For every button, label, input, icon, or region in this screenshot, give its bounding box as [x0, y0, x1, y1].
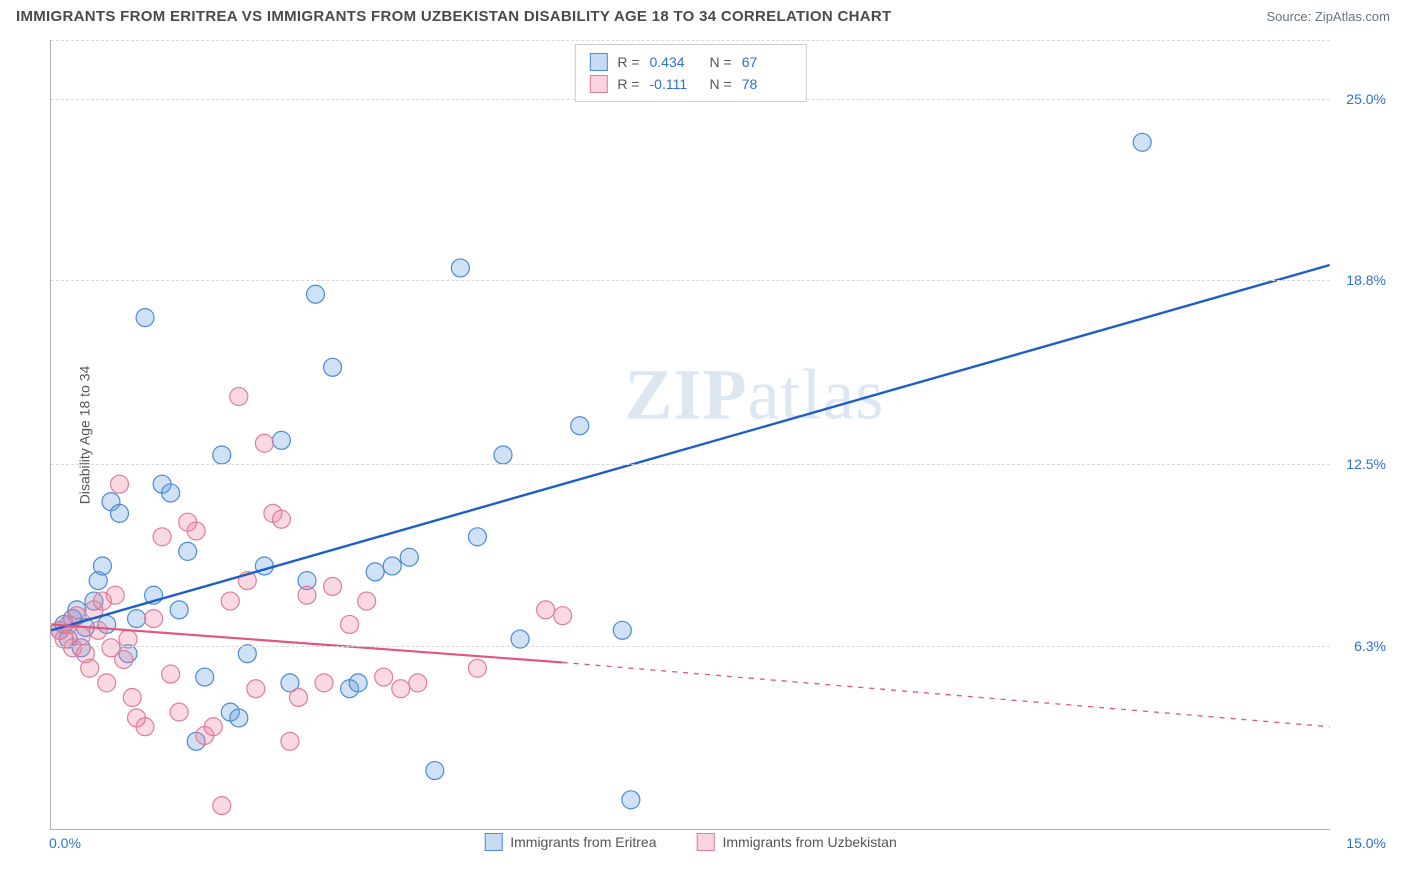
n-value-eritrea: 67	[742, 54, 792, 70]
n-value-uzbekistan: 78	[742, 76, 792, 92]
r-label: R =	[617, 76, 639, 92]
legend-item-uzbekistan: Immigrants from Uzbekistan	[696, 833, 896, 851]
data-point-uzbekistan	[187, 522, 205, 540]
y-tick-label: 18.8%	[1346, 272, 1386, 288]
data-point-uzbekistan	[72, 627, 90, 645]
data-point-eritrea	[307, 285, 325, 303]
data-point-eritrea	[162, 484, 180, 502]
data-point-uzbekistan	[315, 674, 333, 692]
data-point-uzbekistan	[255, 434, 273, 452]
data-point-uzbekistan	[153, 528, 171, 546]
data-point-eritrea	[494, 446, 512, 464]
data-point-uzbekistan	[123, 689, 141, 707]
data-point-uzbekistan	[230, 388, 248, 406]
n-label: N =	[710, 76, 732, 92]
r-value-uzbekistan: -0.111	[650, 76, 700, 92]
data-point-uzbekistan	[281, 732, 299, 750]
data-point-eritrea	[468, 528, 486, 546]
data-point-eritrea	[366, 563, 384, 581]
data-point-uzbekistan	[324, 577, 342, 595]
grid-line	[51, 464, 1330, 465]
trend-line-dashed-uzbekistan	[563, 662, 1330, 726]
data-point-uzbekistan	[554, 607, 572, 625]
data-point-uzbekistan	[341, 615, 359, 633]
data-point-uzbekistan	[537, 601, 555, 619]
data-point-eritrea	[324, 358, 342, 376]
data-point-uzbekistan	[81, 659, 99, 677]
legend-row-uzbekistan: R = -0.111 N = 78	[589, 73, 791, 95]
grid-line	[51, 646, 1330, 647]
legend-item-eritrea: Immigrants from Eritrea	[484, 833, 656, 851]
data-point-eritrea	[238, 645, 256, 663]
plot-area: Disability Age 18 to 34 ZIPatlas R = 0.4…	[50, 40, 1330, 830]
swatch-pink-icon	[589, 75, 607, 93]
data-point-eritrea	[451, 259, 469, 277]
data-point-eritrea	[196, 668, 214, 686]
data-point-uzbekistan	[272, 510, 290, 528]
data-point-uzbekistan	[136, 718, 154, 736]
data-point-uzbekistan	[298, 586, 316, 604]
data-point-uzbekistan	[247, 680, 265, 698]
x-tick-left: 0.0%	[49, 835, 81, 851]
data-point-eritrea	[230, 709, 248, 727]
data-point-uzbekistan	[358, 592, 376, 610]
legend-row-eritrea: R = 0.434 N = 67	[589, 51, 791, 73]
data-point-eritrea	[111, 504, 129, 522]
y-tick-label: 6.3%	[1354, 638, 1386, 654]
source-name: ZipAtlas.com	[1315, 9, 1390, 24]
data-point-uzbekistan	[106, 586, 124, 604]
r-value-eritrea: 0.434	[650, 54, 700, 70]
data-point-uzbekistan	[98, 674, 116, 692]
legend-label-uzbekistan: Immigrants from Uzbekistan	[722, 834, 896, 850]
swatch-pink-icon	[696, 833, 714, 851]
data-point-uzbekistan	[409, 674, 427, 692]
trend-line-eritrea	[51, 265, 1329, 630]
y-tick-label: 12.5%	[1346, 456, 1386, 472]
x-tick-right: 15.0%	[1346, 835, 1386, 851]
chart-title: IMMIGRANTS FROM ERITREA VS IMMIGRANTS FR…	[16, 8, 891, 25]
data-point-eritrea	[613, 621, 631, 639]
data-point-uzbekistan	[221, 592, 239, 610]
data-point-eritrea	[179, 542, 197, 560]
swatch-blue-icon	[589, 53, 607, 71]
data-point-uzbekistan	[204, 718, 222, 736]
data-point-eritrea	[383, 557, 401, 575]
data-point-uzbekistan	[375, 668, 393, 686]
data-point-uzbekistan	[145, 610, 163, 628]
data-point-eritrea	[400, 548, 418, 566]
source-prefix: Source:	[1266, 9, 1314, 24]
data-point-eritrea	[622, 791, 640, 809]
data-point-eritrea	[136, 309, 154, 327]
y-tick-label: 25.0%	[1346, 91, 1386, 107]
data-point-uzbekistan	[115, 651, 133, 669]
chart-container: Disability Age 18 to 34 ZIPatlas R = 0.4…	[50, 40, 1390, 850]
data-point-eritrea	[349, 674, 367, 692]
data-layer	[51, 40, 1330, 829]
source-attribution: Source: ZipAtlas.com	[1266, 9, 1390, 24]
data-point-eritrea	[426, 762, 444, 780]
grid-line	[51, 280, 1330, 281]
n-label: N =	[710, 54, 732, 70]
series-legend: Immigrants from Eritrea Immigrants from …	[484, 833, 897, 851]
data-point-eritrea	[213, 446, 231, 464]
r-label: R =	[617, 54, 639, 70]
data-point-uzbekistan	[170, 703, 188, 721]
data-point-uzbekistan	[468, 659, 486, 677]
data-point-uzbekistan	[289, 689, 307, 707]
data-point-eritrea	[272, 431, 290, 449]
data-point-eritrea	[1133, 133, 1151, 151]
data-point-uzbekistan	[162, 665, 180, 683]
data-point-uzbekistan	[213, 797, 231, 815]
data-point-uzbekistan	[392, 680, 410, 698]
data-point-eritrea	[170, 601, 188, 619]
data-point-eritrea	[128, 610, 146, 628]
swatch-blue-icon	[484, 833, 502, 851]
data-point-eritrea	[93, 557, 111, 575]
legend-label-eritrea: Immigrants from Eritrea	[510, 834, 656, 850]
grid-line	[51, 40, 1330, 41]
data-point-uzbekistan	[111, 475, 129, 493]
correlation-legend: R = 0.434 N = 67 R = -0.111 N = 78	[574, 44, 806, 102]
data-point-uzbekistan	[89, 621, 107, 639]
data-point-eritrea	[571, 417, 589, 435]
